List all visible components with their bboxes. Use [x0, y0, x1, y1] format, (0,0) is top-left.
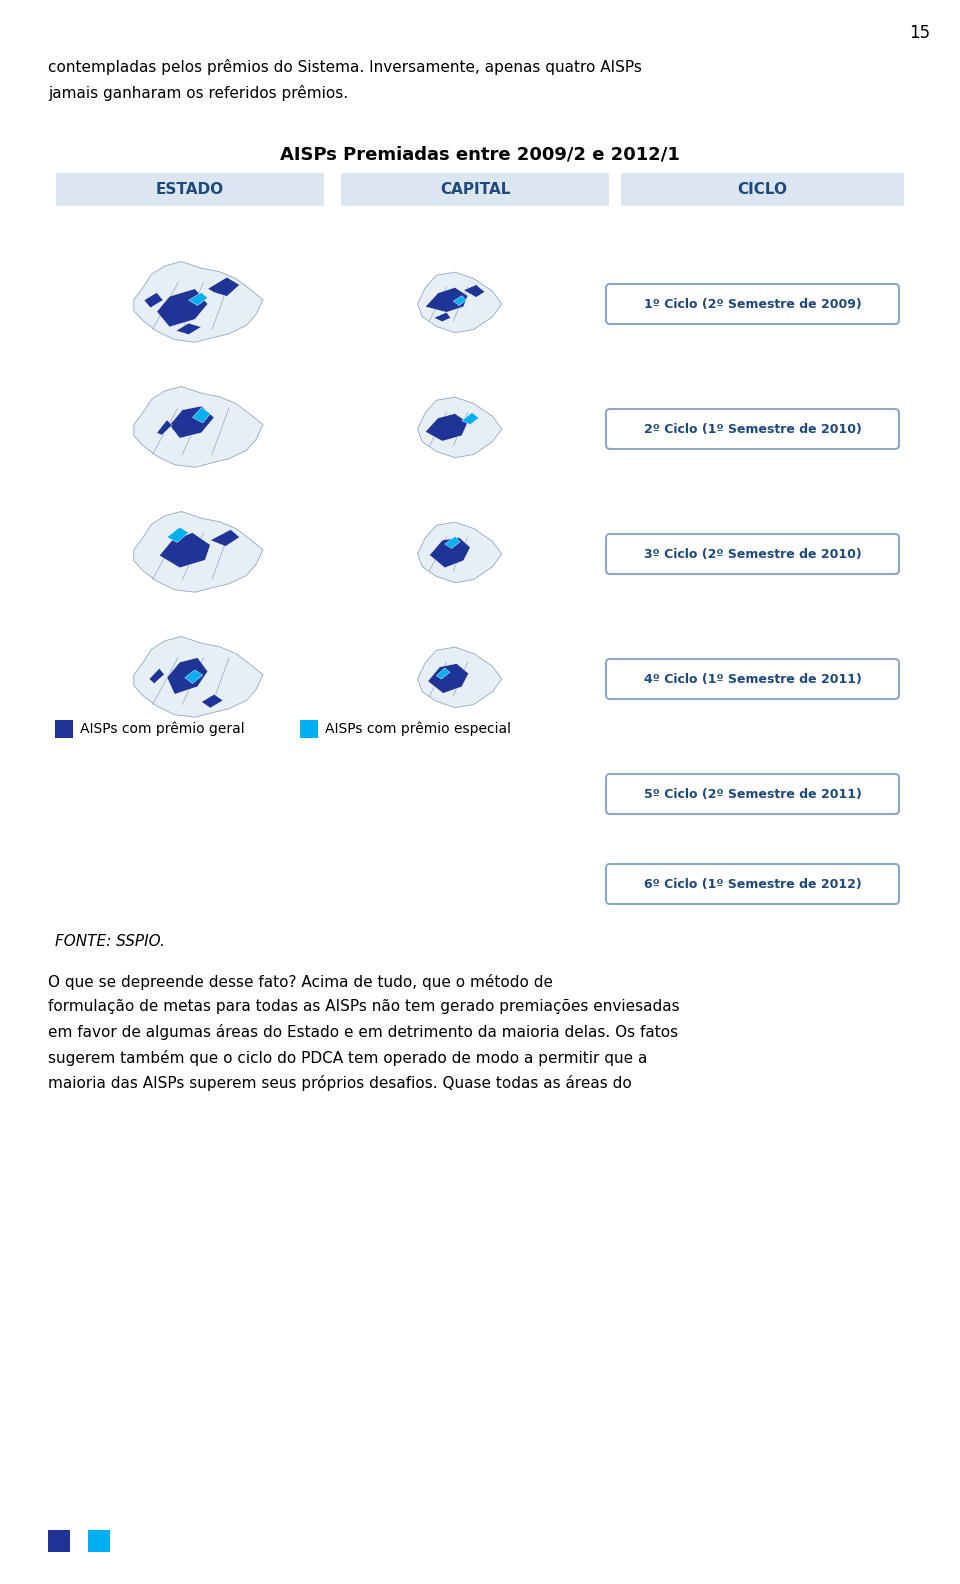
Text: 15: 15 — [909, 24, 930, 43]
Polygon shape — [133, 386, 263, 467]
Polygon shape — [156, 420, 172, 436]
Polygon shape — [210, 529, 240, 546]
Polygon shape — [133, 261, 263, 342]
Polygon shape — [202, 694, 223, 708]
Polygon shape — [192, 407, 210, 423]
Bar — [55, 171, 325, 206]
Text: 2º Ciclo (1º Semestre de 2010): 2º Ciclo (1º Semestre de 2010) — [643, 423, 861, 436]
FancyBboxPatch shape — [606, 775, 899, 814]
Polygon shape — [133, 637, 263, 718]
Polygon shape — [428, 664, 468, 694]
Polygon shape — [167, 527, 188, 543]
Bar — [88, 1530, 110, 1552]
FancyBboxPatch shape — [606, 863, 899, 904]
Bar — [340, 171, 610, 206]
Polygon shape — [184, 670, 203, 684]
Text: AISPs Premiadas entre 2009/2 e 2012/1: AISPs Premiadas entre 2009/2 e 2012/1 — [280, 146, 680, 163]
FancyBboxPatch shape — [606, 284, 899, 325]
Polygon shape — [464, 285, 485, 298]
Text: 5º Ciclo (2º Semestre de 2011): 5º Ciclo (2º Semestre de 2011) — [643, 787, 861, 800]
Text: AISPs com prêmio geral: AISPs com prêmio geral — [80, 722, 245, 737]
Polygon shape — [418, 523, 502, 583]
Polygon shape — [425, 287, 468, 312]
Polygon shape — [444, 537, 460, 548]
Polygon shape — [429, 537, 470, 567]
Text: contempladas pelos prêmios do Sistema. Inversamente, apenas quatro AISPs
jamais : contempladas pelos prêmios do Sistema. I… — [48, 59, 642, 101]
Polygon shape — [418, 398, 502, 458]
Text: 6º Ciclo (1º Semestre de 2012): 6º Ciclo (1º Semestre de 2012) — [643, 878, 861, 890]
Polygon shape — [170, 406, 214, 439]
Bar — [48, 1530, 70, 1552]
Text: CICLO: CICLO — [737, 182, 787, 196]
Polygon shape — [159, 532, 210, 567]
Text: AISPs com prêmio especial: AISPs com prêmio especial — [325, 722, 511, 737]
Text: 3º Ciclo (2º Semestre de 2010): 3º Ciclo (2º Semestre de 2010) — [643, 548, 861, 561]
Bar — [300, 721, 318, 738]
Polygon shape — [418, 272, 502, 333]
Bar — [620, 171, 905, 206]
Text: ESTADO: ESTADO — [156, 182, 224, 196]
Text: 4º Ciclo (1º Semestre de 2011): 4º Ciclo (1º Semestre de 2011) — [643, 673, 861, 686]
Polygon shape — [418, 648, 502, 708]
Polygon shape — [133, 512, 263, 592]
Text: O que se depreende desse fato? Acima de tudo, que o método de
formulação de meta: O que se depreende desse fato? Acima de … — [48, 974, 680, 1091]
Polygon shape — [462, 412, 479, 425]
Polygon shape — [167, 657, 207, 694]
Polygon shape — [156, 288, 207, 326]
Polygon shape — [425, 413, 468, 442]
Polygon shape — [436, 668, 450, 680]
Polygon shape — [434, 312, 451, 322]
Polygon shape — [144, 293, 163, 307]
Bar — [55, 721, 73, 738]
Polygon shape — [176, 323, 202, 334]
Text: 1º Ciclo (2º Semestre de 2009): 1º Ciclo (2º Semestre de 2009) — [643, 298, 861, 310]
Polygon shape — [149, 668, 164, 684]
Polygon shape — [453, 296, 466, 306]
FancyBboxPatch shape — [606, 659, 899, 699]
Polygon shape — [207, 277, 240, 296]
FancyBboxPatch shape — [606, 409, 899, 448]
Polygon shape — [188, 293, 207, 306]
Text: CAPITAL: CAPITAL — [440, 182, 510, 196]
Text: FONTE: SSPIO.: FONTE: SSPIO. — [55, 935, 165, 949]
FancyBboxPatch shape — [606, 534, 899, 573]
